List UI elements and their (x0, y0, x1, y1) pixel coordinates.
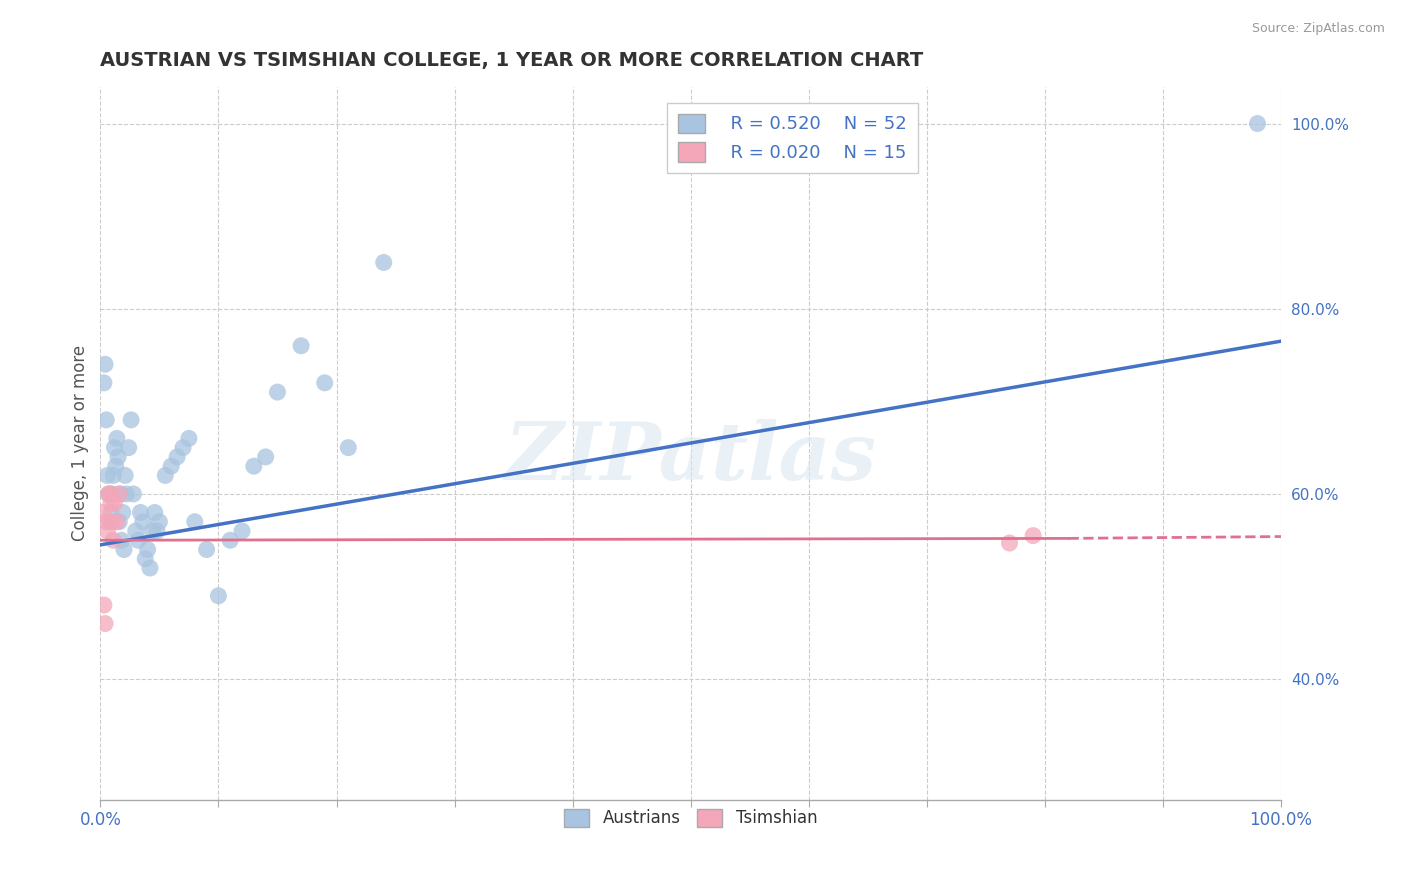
Point (100, 496, 122, 510)
Point (231, 524, 253, 538)
Y-axis label: College, 1 year or more: College, 1 year or more (72, 345, 89, 541)
Point (243, 459, 266, 474)
Point (160, 459, 183, 474)
Point (155, 468, 177, 483)
Point (129, 506, 152, 520)
Point (998, 536, 1021, 550)
Point (96, 515, 118, 529)
Point (98, 487, 121, 501)
Point (134, 551, 156, 566)
Text: AUSTRIAN VS TSIMSHIAN COLLEGE, 1 YEAR OR MORE CORRELATION CHART: AUSTRIAN VS TSIMSHIAN COLLEGE, 1 YEAR OR… (100, 51, 924, 70)
Point (110, 487, 132, 501)
Point (105, 515, 128, 529)
Point (207, 589, 229, 603)
Point (1246, 117, 1268, 131)
Point (93, 376, 115, 390)
Point (141, 524, 163, 538)
Point (97, 487, 120, 501)
Point (172, 441, 194, 455)
Point (105, 431, 128, 445)
Point (104, 459, 127, 474)
Point (114, 468, 136, 483)
Point (110, 533, 132, 548)
Point (132, 515, 155, 529)
Point (120, 413, 142, 427)
Point (93, 598, 115, 612)
Point (266, 385, 288, 400)
Point (97, 487, 120, 501)
Point (219, 533, 242, 548)
Point (290, 339, 312, 353)
Point (94, 616, 117, 631)
Point (125, 524, 148, 538)
Point (96, 468, 118, 483)
Point (103, 468, 125, 483)
Point (101, 487, 124, 501)
Point (103, 496, 125, 510)
Point (108, 515, 131, 529)
Point (101, 515, 124, 529)
Point (184, 515, 207, 529)
Point (103, 533, 125, 548)
Point (1022, 528, 1045, 542)
Point (314, 376, 336, 390)
Point (139, 561, 162, 575)
Text: ZIPatlas: ZIPatlas (505, 418, 877, 496)
Legend: Austrians, Tsimshian: Austrians, Tsimshian (558, 802, 824, 834)
Point (337, 441, 360, 455)
Point (103, 441, 125, 455)
Point (91, 506, 114, 520)
Point (148, 515, 170, 529)
Point (100, 506, 122, 520)
Point (111, 506, 134, 520)
Point (136, 542, 159, 557)
Point (112, 542, 135, 557)
Point (108, 487, 131, 501)
Text: Source: ZipAtlas.com: Source: ZipAtlas.com (1251, 22, 1385, 36)
Point (254, 450, 277, 464)
Point (195, 542, 218, 557)
Point (127, 533, 149, 548)
Point (98, 515, 121, 529)
Point (115, 487, 138, 501)
Point (96, 524, 118, 538)
Point (94, 357, 117, 371)
Point (373, 255, 395, 269)
Point (166, 450, 188, 464)
Point (177, 431, 200, 445)
Point (107, 450, 129, 464)
Point (146, 524, 169, 538)
Point (122, 487, 145, 501)
Point (96, 413, 118, 427)
Point (143, 506, 166, 520)
Point (118, 441, 141, 455)
